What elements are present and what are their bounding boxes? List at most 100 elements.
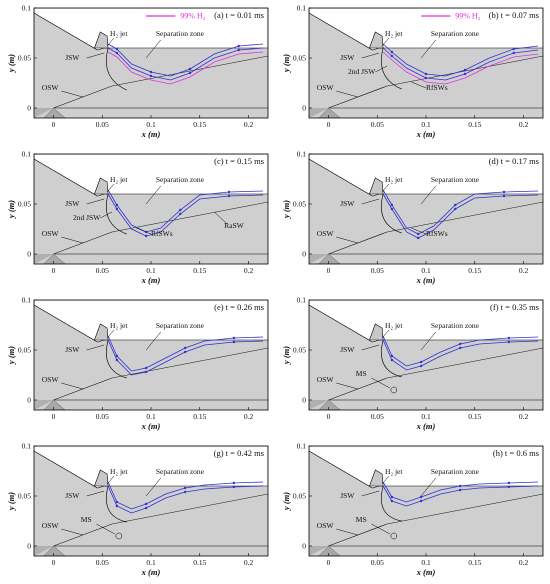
streamline-marker — [390, 354, 394, 358]
y-axis-label: y (m) — [281, 54, 291, 73]
y-tick-label: 0 — [302, 396, 306, 405]
injector-bump — [369, 323, 384, 341]
ramp-wall — [309, 546, 329, 556]
plot-area — [309, 446, 543, 556]
streamline-marker — [390, 50, 394, 54]
origin-wedge — [318, 399, 341, 410]
annotation-arrow — [420, 185, 436, 205]
x-axis-label: x (m) — [141, 275, 161, 285]
reflected-shock — [386, 347, 543, 379]
ramp-wall — [34, 400, 54, 410]
streamline-marker — [424, 72, 428, 76]
upper-wall — [309, 8, 543, 51]
plot-area — [34, 300, 268, 410]
x-tick-label: 0.05 — [371, 558, 384, 567]
panel-title: (f) t = 0.35 ms — [490, 302, 539, 312]
ramp-wall — [309, 400, 329, 410]
injector-bump — [94, 469, 109, 487]
label-h2-jet: H₂ jet — [385, 175, 403, 184]
annotation-arrow — [371, 377, 391, 389]
annotation-arrow — [411, 81, 427, 89]
annotation-arrow — [145, 477, 161, 497]
y-tick-label: 0.1 — [22, 442, 32, 451]
streamline-marker — [227, 190, 231, 194]
x-tick-label: 0 — [327, 120, 331, 129]
streamline — [107, 335, 264, 372]
x-tick-label: 0.2 — [519, 558, 529, 567]
label-h2-jet: H₂ jet — [110, 321, 128, 330]
label-osw: OSW — [317, 83, 335, 92]
panel-title: (h) t = 0.6 ms — [493, 448, 539, 458]
x-tick-label: 0.15 — [193, 558, 206, 567]
label-jsw: JSW — [65, 53, 80, 62]
label-osw: OSW — [42, 83, 60, 92]
panel-b: 0 0.05 0.1 0.15 0.200.050.1x (m)y (m)(b) t =… — [281, 4, 544, 139]
streamline — [107, 339, 264, 376]
annotation-arrow — [61, 528, 83, 536]
x-tick-label: 0.1 — [146, 120, 156, 129]
legend-label: 99% H₂ — [180, 12, 205, 21]
reflected-shock — [386, 201, 543, 233]
reflected-shock — [111, 55, 268, 87]
y-tick-label: 0 — [302, 542, 306, 551]
streamline-marker — [419, 364, 423, 368]
y-tick-label: 0.1 — [297, 150, 307, 159]
panel-title: (e) t = 0.26 ms — [214, 302, 264, 312]
streamline-marker — [512, 51, 515, 55]
y-tick-label: 0.05 — [293, 54, 306, 63]
label-jsw: JSW — [340, 345, 355, 354]
x-tick-label: 0.2 — [519, 120, 529, 129]
origin-wedge — [43, 107, 66, 118]
streamline — [107, 481, 264, 510]
label-separation-zone: Separation zone — [431, 175, 480, 184]
annotation-arrow — [61, 236, 83, 244]
annotation-arrow — [336, 236, 358, 244]
origin-wedge — [43, 399, 66, 410]
y-tick-label: 0 — [302, 250, 306, 259]
streamline-marker — [507, 336, 511, 340]
label-h2-jet: H₂ jet — [385, 321, 403, 330]
label-ms: MS — [356, 515, 367, 524]
streamline — [382, 193, 539, 239]
y-tick-label: 0.05 — [18, 492, 31, 501]
label-osw: OSW — [317, 229, 335, 238]
ramp-wall — [34, 254, 54, 264]
x-tick-label: 0.05 — [371, 266, 384, 275]
jet-shock — [380, 47, 402, 90]
y-tick-label: 0.05 — [18, 346, 31, 355]
x-tick-label: 0.15 — [193, 120, 206, 129]
plot-area — [34, 154, 268, 264]
label-ms: MS — [356, 369, 367, 378]
jet-shock — [380, 339, 402, 378]
label-rfsws: RfSWs — [151, 229, 173, 238]
label-rfsws: RfSWs — [426, 83, 448, 92]
label-jsw: JSW — [340, 199, 355, 208]
annotation-arrow — [381, 183, 390, 193]
y-tick-label: 0 — [27, 396, 31, 405]
panel-c: 0 0.05 0.1 0.15 0.200.050.1x (m)y (m)(c) t =… — [6, 150, 269, 285]
y-axis-label: y (m) — [6, 200, 16, 219]
x-tick-label: 0 — [327, 558, 331, 567]
label-h2-jet: H₂ jet — [110, 175, 128, 184]
streamline — [382, 485, 539, 507]
y-tick-label: 0.05 — [293, 346, 306, 355]
annotation-arrow — [86, 344, 105, 351]
label-h2-jet: H₂ jet — [110, 29, 128, 38]
panel-e: 0 0.05 0.1 0.15 0.200.050.1x (m)y (m)(e) t =… — [6, 296, 269, 431]
upper-wall — [34, 446, 268, 489]
annotation-arrow — [86, 490, 105, 497]
streamline-marker — [144, 366, 148, 370]
annotation-arrow — [420, 331, 436, 351]
y-tick-label: 0 — [27, 250, 31, 259]
streamline — [107, 193, 264, 237]
plot-area — [309, 300, 543, 410]
plot-area — [34, 8, 268, 118]
plot-area — [309, 154, 543, 264]
reflected-shock — [111, 347, 268, 379]
x-tick-label: 0.1 — [421, 558, 431, 567]
streamline-marker — [458, 342, 462, 346]
legend-label: 99% H₂ — [455, 12, 480, 21]
x-tick-label: 0.1 — [421, 412, 431, 421]
x-tick-label: 0.2 — [244, 266, 254, 275]
streamline — [382, 43, 539, 77]
